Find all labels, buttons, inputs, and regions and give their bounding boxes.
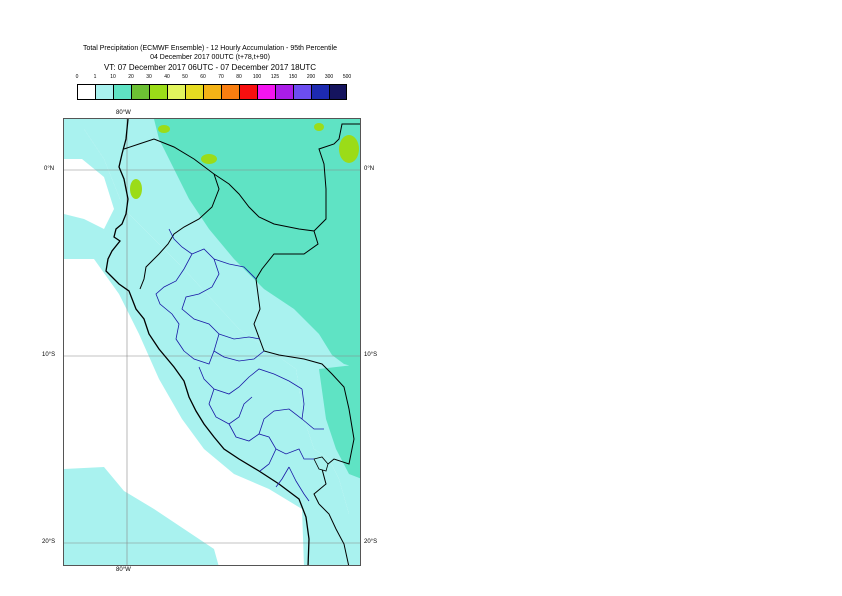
legend-swatch (185, 84, 203, 100)
legend-tick-label: 70 (218, 74, 224, 80)
legend-swatch (257, 84, 275, 100)
legend-tick-label: 150 (288, 74, 298, 80)
run-time-label: 04 December 2017 00UTC (t+78,t+90) (150, 54, 270, 61)
legend-tick-label: 200 (306, 74, 316, 80)
light-precip-south (64, 467, 219, 565)
moderate-precip-field (154, 119, 360, 369)
moderate-precip-east (319, 364, 360, 479)
legend-tick-label: 60 (200, 74, 206, 80)
national-border (313, 123, 360, 232)
clear-ocean-north (64, 159, 114, 229)
legend-swatch (95, 84, 113, 100)
clear-ocean-area (64, 259, 304, 565)
lon-label-bottom: 80°W (116, 567, 131, 573)
legend-swatch (113, 84, 131, 100)
legend-tick-label: 20 (128, 74, 134, 80)
legend-swatch (329, 84, 347, 100)
legend-swatch (311, 84, 329, 100)
legend-swatch (275, 84, 293, 100)
lat-label-left-10s: 10°S (42, 352, 56, 358)
legend-tick-label: 125 (270, 74, 280, 80)
coastline (105, 119, 310, 565)
admin-borders (155, 228, 324, 502)
legend-swatch (149, 84, 167, 100)
legend-tick-label: 50 (182, 74, 188, 80)
heavy-precip-cell (314, 123, 324, 131)
legend-tick-label: 0 (75, 74, 79, 80)
national-border (123, 138, 220, 290)
precipitation-color-legend: 0 1 10 20 30 40 50 60 70 80 100 125 150 200 300 500 (75, 74, 351, 102)
legend-swatch (167, 84, 185, 100)
lat-label-left-0n: 0°N (44, 166, 55, 172)
heavy-precip-cell (158, 125, 170, 133)
legend-tick-label: 10 (110, 74, 116, 80)
national-border (213, 173, 355, 505)
lat-label-right-10s: 10°S (364, 352, 378, 358)
lat-label-left-20s: 20°S (42, 539, 56, 545)
map-title: Total Precipitation (ECMWF Ensemble) - 1… (82, 45, 338, 52)
legend-tick-label: 80 (236, 74, 242, 80)
legend-swatch (239, 84, 257, 100)
legend-swatch (77, 84, 95, 100)
lat-label-right-0n: 0°N (364, 166, 375, 172)
legend-tick-label: 40 (164, 74, 170, 80)
legend-tick-label: 500 (342, 74, 352, 80)
heavy-precip-cell (130, 179, 142, 199)
lon-label-top: 80°W (116, 110, 131, 116)
legend-swatch (221, 84, 239, 100)
precipitation-map (63, 118, 361, 566)
legend-swatch (203, 84, 221, 100)
lake-titicaca (313, 456, 329, 472)
legend-swatch (293, 84, 311, 100)
valid-time-label: VT: 07 December 2017 06UTC - 07 December… (103, 63, 317, 72)
legend-tick-label: 300 (324, 74, 334, 80)
lat-label-right-20s: 20°S (364, 539, 378, 545)
legend-swatch (131, 84, 149, 100)
map-canvas (64, 119, 360, 565)
legend-tick-label: 1 (93, 74, 97, 80)
legend-tick-label: 100 (252, 74, 262, 80)
national-border (318, 503, 350, 565)
legend-tick-label: 30 (146, 74, 152, 80)
heavy-precip-cell (339, 135, 359, 163)
heavy-precip-cell (201, 154, 217, 164)
